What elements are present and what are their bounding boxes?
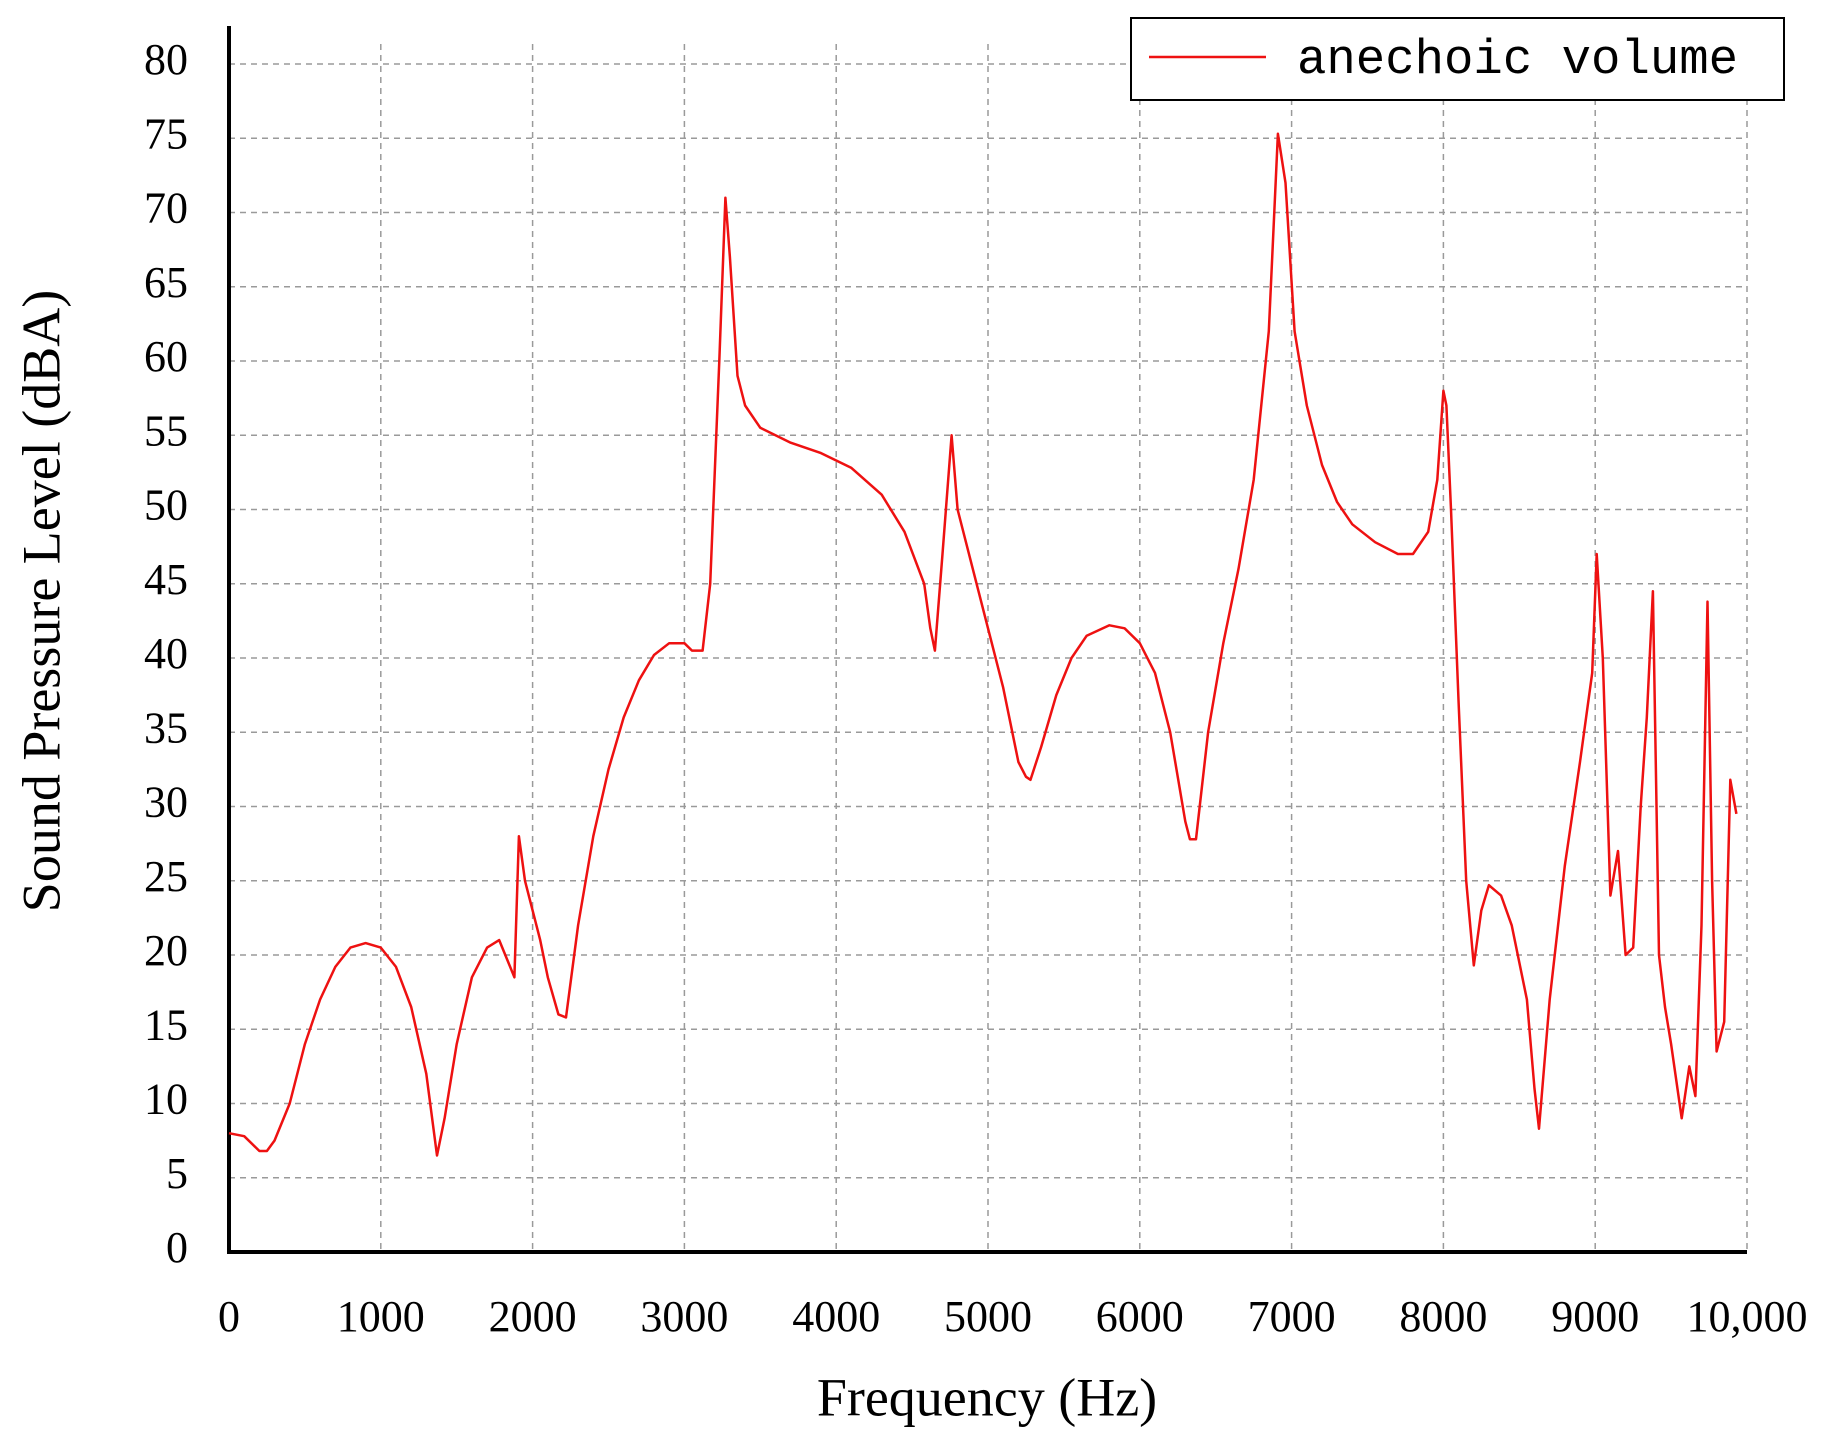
y-tick-label: 45	[144, 555, 188, 604]
y-tick-label: 0	[166, 1223, 188, 1272]
x-tick-label: 6000	[1096, 1292, 1184, 1341]
x-axis-title: Frequency (Hz)	[817, 1367, 1157, 1427]
y-tick-label: 20	[144, 926, 188, 975]
x-tick-label: 5000	[944, 1292, 1032, 1341]
y-tick-label: 75	[144, 109, 188, 158]
x-tick-label: 7000	[1248, 1292, 1336, 1341]
legend-box	[1130, 17, 1785, 101]
y-tick-label: 5	[166, 1149, 188, 1198]
data-line	[228, 132, 1738, 1157]
y-tick-label: 65	[144, 258, 188, 307]
x-tick-label: 9000	[1551, 1292, 1639, 1341]
y-tick-label: 30	[144, 778, 188, 827]
y-tick-label: 40	[144, 629, 188, 678]
y-tick-label: 25	[144, 852, 188, 901]
x-tick-label: 8000	[1399, 1292, 1487, 1341]
x-tick-label: 4000	[792, 1292, 880, 1341]
x-tick-label: 0	[218, 1292, 240, 1341]
y-tick-label: 60	[144, 332, 188, 381]
y-tick-label: 80	[144, 35, 188, 84]
y-tick-label: 10	[144, 1075, 188, 1124]
y-tick-label: 70	[144, 184, 188, 233]
y-tick-label: 35	[144, 703, 188, 752]
y-tick-label: 15	[144, 1000, 188, 1049]
x-tick-label: 2000	[489, 1292, 577, 1341]
y-axis-title: Sound Pressure Level (dBA)	[11, 290, 71, 912]
y-tick-label: 50	[144, 481, 188, 530]
legend-label: anechoic volume	[1297, 32, 1738, 88]
x-tick-label: 3000	[640, 1292, 728, 1341]
x-tick-label: 10,000	[1687, 1292, 1808, 1341]
y-tick-label: 55	[144, 406, 188, 455]
x-tick-label: 1000	[337, 1292, 425, 1341]
